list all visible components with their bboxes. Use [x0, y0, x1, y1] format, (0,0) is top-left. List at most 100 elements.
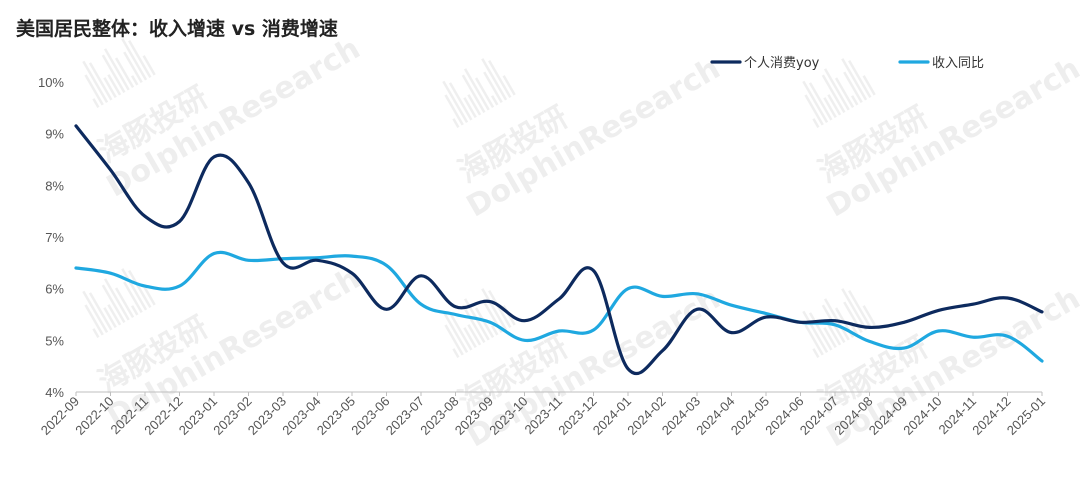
watermark-bar: [107, 304, 122, 326]
data-point: [937, 309, 939, 311]
watermark-bar: [808, 82, 833, 121]
watermark-bar: [103, 48, 130, 91]
series-line-1: [74, 124, 1044, 376]
data-point: [523, 339, 525, 341]
watermark-bar: [483, 71, 503, 104]
watermark-bar: [834, 77, 855, 109]
y-tick-label: 5%: [45, 333, 64, 348]
data-point: [213, 252, 215, 254]
data-point: [1041, 360, 1043, 362]
watermark-bar: [502, 75, 516, 96]
data-point: [627, 368, 629, 370]
data-point: [834, 320, 836, 322]
watermark-bar: [862, 305, 876, 326]
watermark-bar: [82, 60, 109, 104]
data-point: [903, 321, 905, 323]
data-point: [282, 262, 284, 264]
data-point: [247, 259, 249, 261]
data-point: [972, 303, 974, 305]
watermark-bar: [827, 94, 842, 116]
data-point: [661, 349, 663, 351]
data-point: [351, 255, 353, 257]
watermark-bar: [92, 328, 100, 339]
y-tick-label: 6%: [45, 282, 64, 297]
watermark-bar: [84, 74, 104, 106]
data-point: [627, 287, 629, 289]
watermark-bar: [467, 94, 482, 116]
data-point: [937, 330, 939, 332]
watermark-bar: [114, 287, 135, 319]
watermark-bar: [490, 95, 499, 106]
watermark-bar: [827, 324, 842, 346]
watermark-bar: [84, 304, 104, 336]
data-point: [765, 316, 767, 318]
watermark-bar: [444, 94, 464, 126]
data-point: [592, 329, 594, 331]
watermark-bar: [463, 97, 477, 119]
data-point: [868, 326, 870, 328]
watermark-bar: [107, 74, 122, 96]
data-point: [178, 220, 180, 222]
legend-label-1: 个人消费yoy: [744, 56, 820, 71]
watermark-bar: [488, 290, 512, 329]
data-point: [109, 272, 111, 274]
data-point: [1006, 335, 1008, 337]
data-point: [247, 182, 249, 184]
watermark-bar: [121, 38, 148, 81]
watermark-bar: [481, 288, 508, 331]
watermark-bar: [804, 94, 824, 126]
chart-title: 美国居民整体：收入增速 vs 消费增速: [16, 18, 338, 40]
data-point: [661, 295, 663, 297]
data-point: [316, 259, 318, 261]
watermark-bar: [452, 118, 460, 129]
watermark-bar: [474, 77, 495, 109]
y-tick-label: 8%: [45, 178, 64, 193]
series-layer: [74, 124, 1044, 376]
data-point: [75, 125, 77, 127]
watermark-bar: [481, 58, 508, 101]
watermark-bar: [812, 118, 820, 129]
data-point: [489, 300, 491, 302]
watermark-bar: [92, 98, 100, 109]
data-point: [972, 336, 974, 338]
watermark-bar: [442, 80, 469, 124]
y-tick-label: 10%: [38, 75, 64, 90]
data-point: [696, 308, 698, 310]
watermark-bar: [850, 325, 859, 336]
watermark-bar: [841, 58, 868, 101]
watermark-bar: [848, 60, 872, 99]
watermark-bar: [474, 307, 495, 339]
watermark-bar: [448, 312, 473, 351]
watermark-bar: [88, 292, 113, 331]
watermark-bar: [444, 324, 464, 356]
watermark-bar: [88, 62, 113, 101]
data-point: [489, 321, 491, 323]
data-point: [213, 156, 215, 158]
watermark-bar: [850, 95, 859, 106]
data-point: [144, 215, 146, 217]
watermark-bar: [103, 77, 117, 99]
data-point: [109, 169, 111, 171]
data-point: [558, 330, 560, 332]
watermark-bar: [802, 310, 829, 354]
data-point: [903, 347, 905, 349]
watermark-bar: [128, 40, 152, 79]
data-point: [730, 304, 732, 306]
watermark-bar: [812, 348, 820, 359]
legend: 个人消费yoy 收入同比: [710, 56, 984, 71]
watermark-bar: [463, 68, 490, 111]
data-point: [454, 306, 456, 308]
y-tick-label: 9%: [45, 127, 64, 142]
data-point: [1041, 311, 1043, 313]
watermark-bar: [123, 51, 143, 84]
watermark-bar: [461, 304, 486, 344]
watermark-bar: [823, 97, 837, 119]
data-point: [1006, 297, 1008, 299]
data-point: [385, 264, 387, 266]
watermark-bar: [467, 324, 482, 346]
